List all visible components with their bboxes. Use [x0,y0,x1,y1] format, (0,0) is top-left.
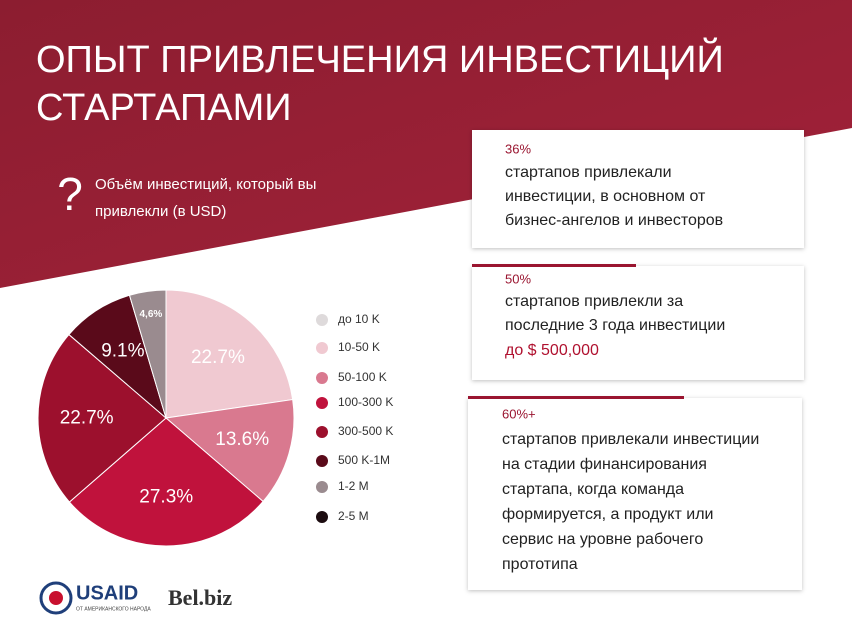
legend-swatch [316,426,328,438]
pie-slice [37,333,167,503]
legend-swatch [316,314,328,326]
slice-label: 13.6% [215,429,269,450]
card-line: стартапа, когда команда [502,481,684,498]
slice-label: 22.7% [191,347,245,368]
usaid-subtitle: ОТ АМЕРИКАНСКОГО НАРОДА [76,606,151,612]
card-box [468,398,802,590]
card-highlight: 36% [505,141,531,156]
card-line: на стадии финансирования [502,456,707,473]
legend-swatch [316,372,328,384]
card-line: стартапов привлекали [505,164,672,181]
legend-label: 10-50 K [338,340,380,354]
header-background [0,0,852,288]
legend-label: до 10 K [338,312,380,326]
card-line: стартапов привлекали инвестиции [502,431,759,448]
chart-title: Объём инвестиций, который вы [95,176,316,193]
footer-logos: USAID ОТ АМЕРИКАНСКОГО НАРОДА Bel.biz [39,581,232,615]
card: 36% стартапов привлекали инвестиции, в о… [472,130,804,248]
legend-swatch [316,397,328,409]
legend-label: 1-2 M [338,479,369,493]
legend-swatch [316,342,328,354]
usaid-seal-center [49,591,63,605]
slice-label: 4,6% [139,309,162,320]
card-box [472,266,804,380]
belbiz-logo: Bel.biz [168,585,232,610]
card-line: бизнес-ангелов и инвесторов [505,212,723,229]
legend-label: 2-5 M [338,509,369,523]
title-line: СТАРТАПАМИ [36,87,292,129]
slice-label: 27.3% [139,486,193,507]
legend-swatch [316,455,328,467]
card-highlight: 60%+ [502,406,536,421]
card-box [472,130,804,248]
pie-slice [164,399,295,503]
legend-label: 50-100 K [338,370,387,384]
card-accent-bar [468,396,684,399]
slice-label: 9.1% [101,340,144,361]
title-line: ОПЫТ ПРИВЛЕЧЕНИЯ ИНВЕСТИЦИЙ [36,36,724,81]
legend-label: 500 K-1M [338,453,390,467]
card-line: сервис на уровне рабочего [502,531,703,548]
legend-swatch [316,481,328,493]
chart-title: привлекли (в USD) [95,203,226,220]
legend-label: 100-300 K [338,395,393,409]
card-line: последние 3 года инвестиции [505,317,725,334]
card-accent-line: до $ 500,000 [505,342,599,359]
card-highlight: 50% [505,271,531,286]
slice-label: 22.7% [60,407,114,428]
pie-slice [165,289,294,419]
card-accent-bar [472,264,636,267]
card: 60%+ стартапов привлекали инвестиции на … [468,396,802,590]
card-line: инвестиции, в основном от [505,188,706,205]
question-icon: ? [57,168,83,220]
pie-slice [68,417,264,547]
usaid-logo: USAID [76,582,138,604]
legend-label: 300-500 K [338,424,393,438]
card-line: формируется, а продукт или [502,506,713,523]
card-line: стартапов привлекли за [505,293,683,310]
card: 50% стартапов привлекли за последние 3 г… [472,264,804,380]
card-line: прототипа [502,556,578,573]
legend-swatch [316,511,328,523]
pie-slice [128,289,167,419]
